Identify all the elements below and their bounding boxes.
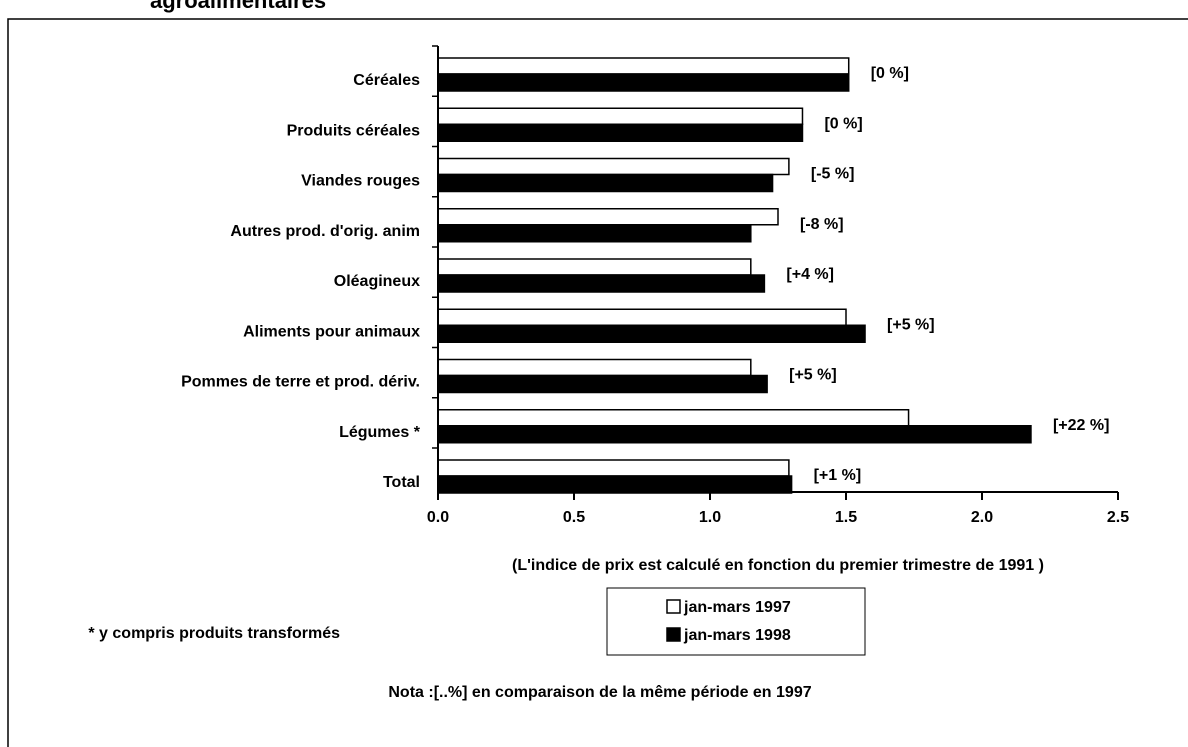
x-tick-label: 0.0 <box>427 509 449 526</box>
bar <box>437 324 866 343</box>
chart-title: agroalimentaires <box>150 0 326 13</box>
bar <box>437 475 793 494</box>
bar <box>437 157 790 176</box>
bar <box>437 459 790 477</box>
annotation: [+1 %] <box>814 467 862 484</box>
annotation: [+22 %] <box>1053 417 1109 434</box>
bar <box>437 173 774 193</box>
annotation: [+5 %] <box>887 316 935 333</box>
legend-swatch <box>666 627 681 642</box>
legend-label: jan-mars 1998 <box>683 627 791 644</box>
bar <box>437 258 752 276</box>
y-tick-label: Oléagineux <box>334 273 420 290</box>
annotation: [-5 %] <box>811 166 855 183</box>
annotation: [0 %] <box>871 65 909 82</box>
bar <box>437 57 850 75</box>
x-axis-label: (L'indice de prix est calculé en fonctio… <box>512 557 1044 574</box>
x-tick-label: 1.5 <box>835 509 857 526</box>
bar <box>437 374 768 394</box>
annotation: [+4 %] <box>786 266 834 283</box>
x-tick-label: 1.0 <box>699 509 721 526</box>
y-tick-label: Légumes * <box>339 424 421 441</box>
bar <box>437 358 752 377</box>
annotation: [+5 %] <box>789 367 837 384</box>
legend-box <box>606 587 866 656</box>
y-tick-label: Céréales <box>353 72 420 89</box>
legend-swatch <box>666 599 681 614</box>
x-tick-label: 2.5 <box>1107 509 1129 526</box>
note: Nota :[..%] en comparaison de la même pé… <box>388 684 811 701</box>
y-tick-label: Aliments pour animaux <box>243 323 420 340</box>
bar <box>437 224 752 243</box>
bar <box>437 409 910 427</box>
legend-label: jan-mars 1997 <box>683 599 791 616</box>
bar <box>437 308 847 326</box>
y-tick-label: Pommes de terre et prod. dériv. <box>181 374 420 391</box>
annotation: [0 %] <box>824 115 862 132</box>
bar <box>437 107 804 125</box>
y-tick-label: Total <box>383 474 420 491</box>
bar <box>437 123 804 142</box>
bar <box>437 73 850 92</box>
bar <box>437 425 1032 444</box>
x-tick-label: 2.0 <box>971 509 993 526</box>
y-tick-label: Viandes rouges <box>301 173 420 190</box>
frame <box>7 18 1188 747</box>
bar <box>437 274 766 293</box>
annotation: [-8 %] <box>800 216 844 233</box>
y-tick-label: Autres prod. d'orig. anim <box>230 223 420 240</box>
footnote: * y compris produits transformés <box>88 625 340 642</box>
bar <box>437 208 779 226</box>
x-tick-label: 0.5 <box>563 509 585 526</box>
y-tick-label: Produits céréales <box>287 122 421 139</box>
